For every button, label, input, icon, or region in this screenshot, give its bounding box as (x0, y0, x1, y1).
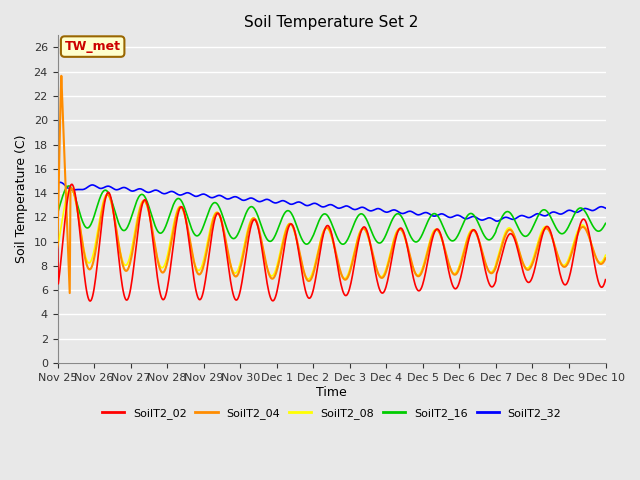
X-axis label: Time: Time (316, 385, 347, 398)
Legend: SoilT2_02, SoilT2_04, SoilT2_08, SoilT2_16, SoilT2_32: SoilT2_02, SoilT2_04, SoilT2_08, SoilT2_… (97, 403, 566, 423)
Y-axis label: Soil Temperature (C): Soil Temperature (C) (15, 135, 28, 264)
Title: Soil Temperature Set 2: Soil Temperature Set 2 (244, 15, 419, 30)
Text: TW_met: TW_met (65, 40, 121, 53)
